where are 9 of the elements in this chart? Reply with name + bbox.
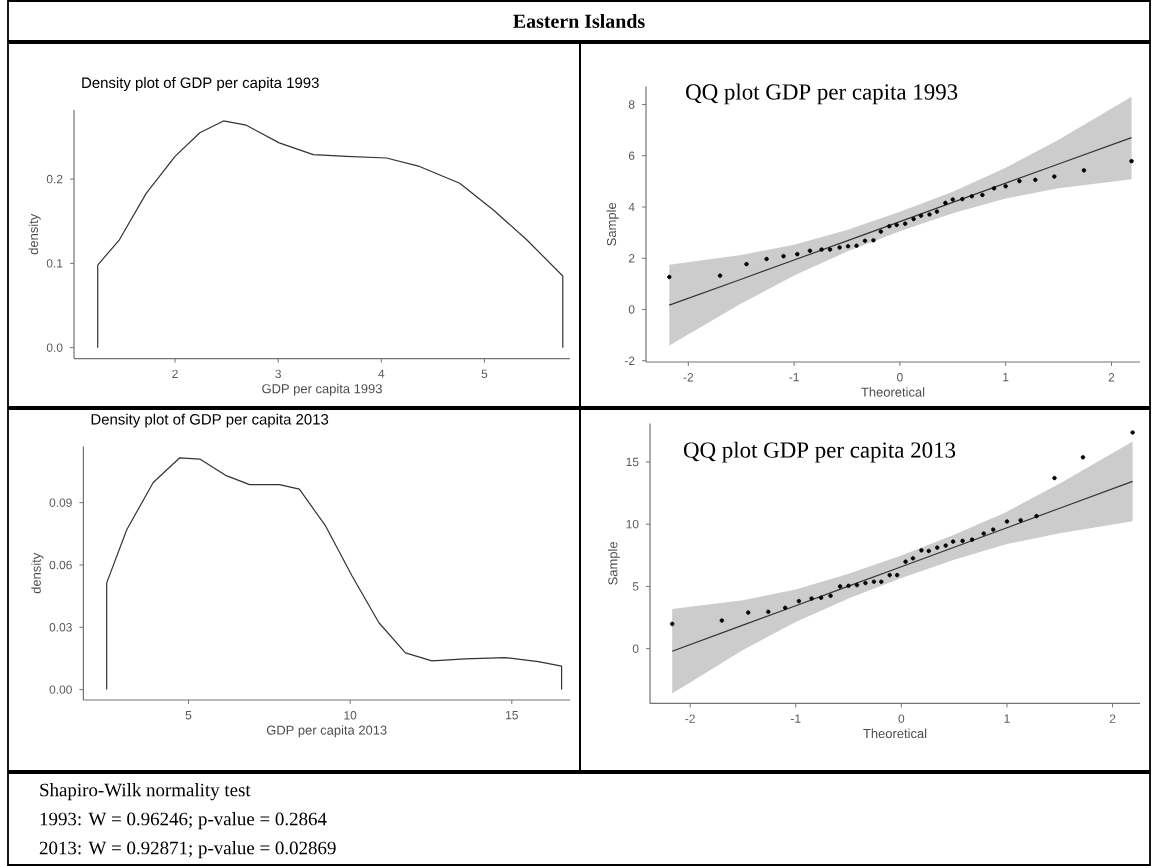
line-series (671, 480, 1134, 652)
line-series (106, 457, 563, 691)
text: QQ plot GDP per capita 2013 (683, 441, 956, 463)
line-series (97, 120, 564, 349)
text: Eastern Islands (513, 13, 645, 28)
text: 1993: W = 0.96246; p-value = 0.2864 (40, 812, 327, 830)
chart-title: QQ plot GDP per capita 1993 (686, 83, 958, 105)
text: 2013: W = 0.92871; p-value = 0.02869 (39, 841, 336, 859)
text: Shapiro-Wilk normality test (40, 783, 251, 801)
